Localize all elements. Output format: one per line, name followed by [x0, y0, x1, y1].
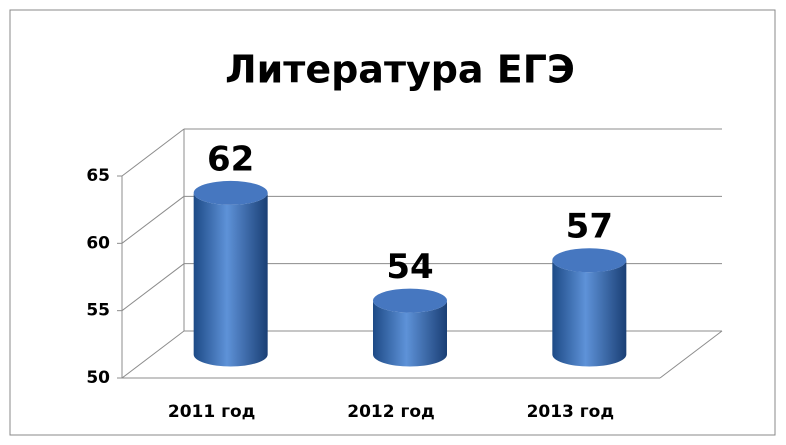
bar-top [552, 248, 627, 273]
x-tick-label: 2012 год [347, 402, 435, 422]
value-label: 62 [207, 139, 254, 179]
grid-line [121, 128, 185, 177]
y-tick-label: 65 [86, 166, 110, 186]
bar-top [193, 180, 268, 205]
x-tick-label: 2011 год [168, 402, 256, 422]
bar-top [373, 288, 447, 313]
axis-line [659, 330, 723, 379]
x-tick-label: 2013 год [527, 402, 615, 422]
chart-title: Литература ЕГЭ [225, 48, 575, 92]
bar [193, 192, 268, 367]
bar [552, 260, 627, 367]
y-tick-label: 60 [86, 233, 110, 253]
value-label: 54 [386, 247, 433, 287]
bar [373, 300, 447, 367]
y-tick-label: 55 [86, 301, 110, 321]
value-label: 57 [566, 207, 613, 247]
grid-line [121, 330, 185, 379]
grid-line [121, 195, 185, 244]
y-tick-label: 50 [86, 368, 110, 388]
grid-line [121, 263, 185, 312]
